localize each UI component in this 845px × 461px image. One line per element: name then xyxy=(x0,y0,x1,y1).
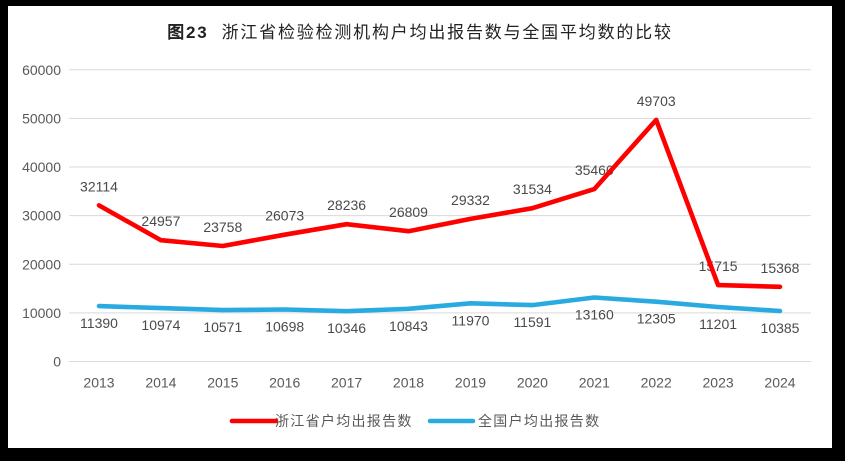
svg-text:10571: 10571 xyxy=(203,319,242,335)
svg-text:2024: 2024 xyxy=(764,375,795,391)
svg-text:2021: 2021 xyxy=(579,375,610,391)
svg-text:2019: 2019 xyxy=(455,375,486,391)
svg-text:23758: 23758 xyxy=(203,219,242,235)
svg-text:15715: 15715 xyxy=(699,258,738,274)
svg-text:12305: 12305 xyxy=(637,311,676,327)
svg-text:浙江省户均出报告数: 浙江省户均出报告数 xyxy=(275,413,413,429)
svg-text:31534: 31534 xyxy=(513,181,552,197)
svg-text:2017: 2017 xyxy=(331,375,362,391)
svg-text:2013: 2013 xyxy=(83,375,114,391)
svg-text:26073: 26073 xyxy=(265,208,304,224)
svg-text:11390: 11390 xyxy=(80,315,118,331)
svg-text:28236: 28236 xyxy=(327,197,366,213)
svg-text:30000: 30000 xyxy=(22,208,61,224)
svg-text:2015: 2015 xyxy=(207,375,238,391)
svg-text:2023: 2023 xyxy=(703,375,734,391)
svg-text:15368: 15368 xyxy=(761,260,800,276)
svg-text:11201: 11201 xyxy=(699,316,737,332)
svg-text:2020: 2020 xyxy=(517,375,548,391)
svg-text:10698: 10698 xyxy=(265,319,304,335)
svg-text:10974: 10974 xyxy=(141,317,180,333)
svg-text:11970: 11970 xyxy=(452,312,490,328)
svg-text:2022: 2022 xyxy=(641,375,672,391)
svg-text:49703: 49703 xyxy=(637,93,676,109)
svg-text:2014: 2014 xyxy=(145,375,176,391)
svg-text:50000: 50000 xyxy=(22,110,61,126)
svg-text:10346: 10346 xyxy=(327,320,366,336)
svg-text:全国户均出报告数: 全国户均出报告数 xyxy=(478,413,600,429)
svg-text:10000: 10000 xyxy=(22,305,61,321)
svg-text:29332: 29332 xyxy=(451,192,490,208)
svg-text:11591: 11591 xyxy=(513,314,551,330)
svg-text:60000: 60000 xyxy=(22,62,61,78)
svg-text:2018: 2018 xyxy=(393,375,424,391)
svg-text:32114: 32114 xyxy=(80,178,118,194)
svg-text:40000: 40000 xyxy=(22,159,61,175)
svg-text:26809: 26809 xyxy=(389,204,428,220)
svg-text:10843: 10843 xyxy=(389,318,428,334)
svg-text:24957: 24957 xyxy=(141,213,180,229)
svg-text:13160: 13160 xyxy=(575,307,614,323)
svg-text:20000: 20000 xyxy=(22,256,61,272)
svg-text:10385: 10385 xyxy=(761,320,800,336)
svg-text:2016: 2016 xyxy=(269,375,300,391)
svg-text:0: 0 xyxy=(53,354,61,370)
